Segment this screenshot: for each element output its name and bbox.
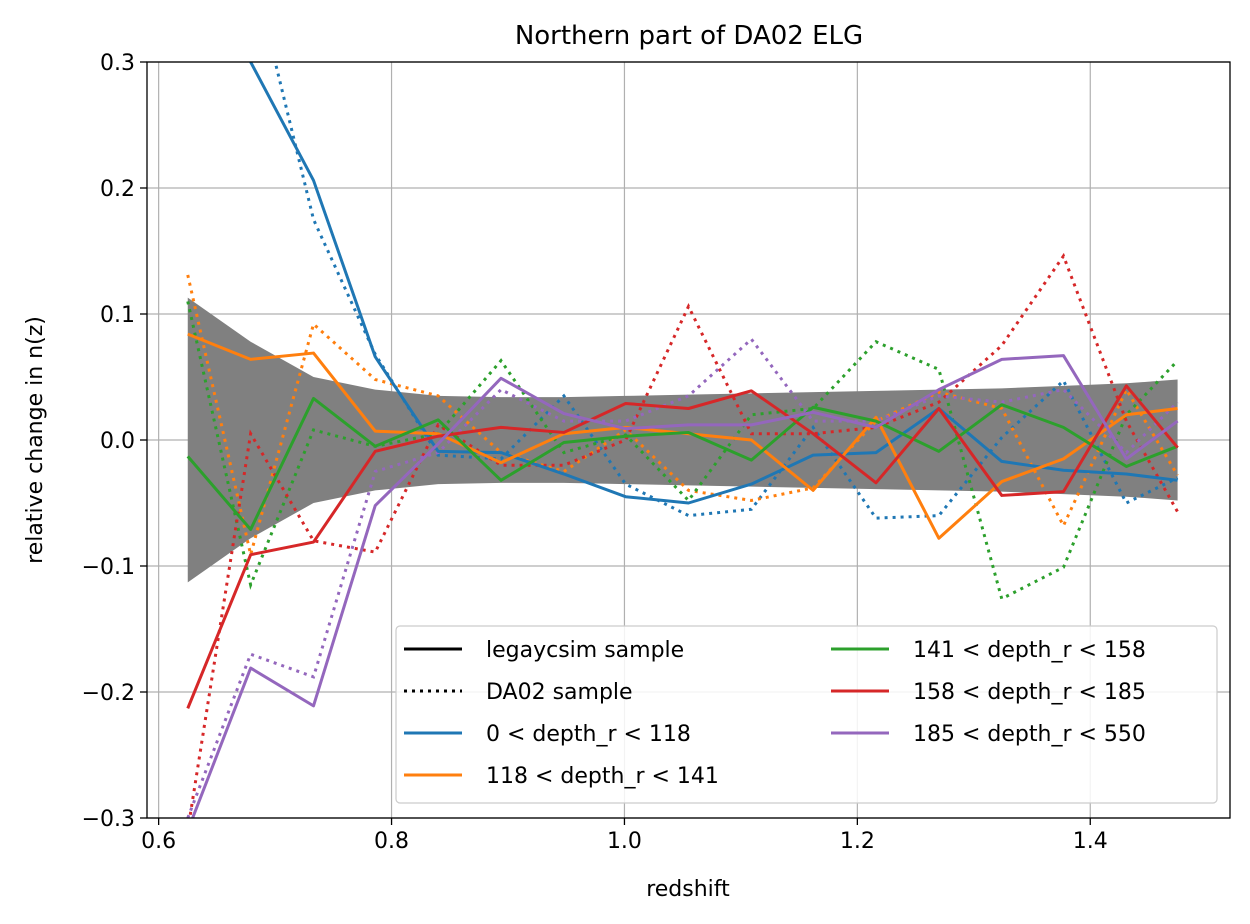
x-axis-label: redshift (646, 877, 730, 902)
x-tick-label: 0.6 (141, 829, 176, 854)
x-tick-label: 1.0 (607, 829, 642, 854)
axis-ticks: 0.6 0.8 1.0 1.2 1.4 −0.3 −0.2 −0.1 0.0 0.1 0.2 0.3 (82, 51, 1108, 854)
y-tick-label: 0.2 (100, 177, 135, 202)
series-line-dotted (186, 274, 1179, 556)
x-tick-label: 1.4 (1073, 829, 1108, 854)
series-line-dotted (188, 252, 1179, 818)
x-tick-label: 0.8 (374, 829, 409, 854)
legend-label: 0 < depth_r < 118 (486, 722, 691, 747)
series-line-solid (186, 384, 1179, 709)
series-line-dotted (186, 336, 1179, 818)
series-layer (186, 62, 1179, 818)
y-tick-label: −0.3 (82, 807, 135, 832)
series-line-solid (186, 396, 1179, 531)
x-tick-label: 1.2 (840, 829, 875, 854)
legend-label: legaycsim sample (486, 638, 684, 663)
y-tick-label: 0.1 (100, 303, 135, 328)
legend: legaycsim sample DA02 sample 0 < depth_r <… (395, 625, 1218, 804)
series-line-dotted (186, 301, 1179, 601)
legend-box (395, 625, 1218, 804)
y-tick-label: −0.2 (82, 681, 135, 706)
legend-label: 158 < depth_r < 185 (913, 680, 1146, 705)
legend-label: 185 < depth_r < 550 (913, 722, 1146, 747)
series-line-dotted (273, 62, 1179, 520)
y-tick-label: 0.0 (100, 429, 135, 454)
series-line-solid (191, 354, 1179, 818)
y-tick-label: 0.3 (100, 51, 135, 76)
y-tick-label: −0.1 (82, 555, 135, 580)
legend-label: DA02 sample (486, 680, 633, 705)
y-axis-label: relative change in n(z) (23, 316, 48, 564)
legend-label: 141 < depth_r < 158 (913, 638, 1146, 663)
uncertainty-band (187, 297, 1178, 583)
band-area (187, 297, 1178, 583)
series-line-solid (248, 62, 1178, 505)
legend-label: 118 < depth_r < 141 (486, 764, 719, 789)
chart-title: Northern part of DA02 ELG (515, 21, 863, 51)
